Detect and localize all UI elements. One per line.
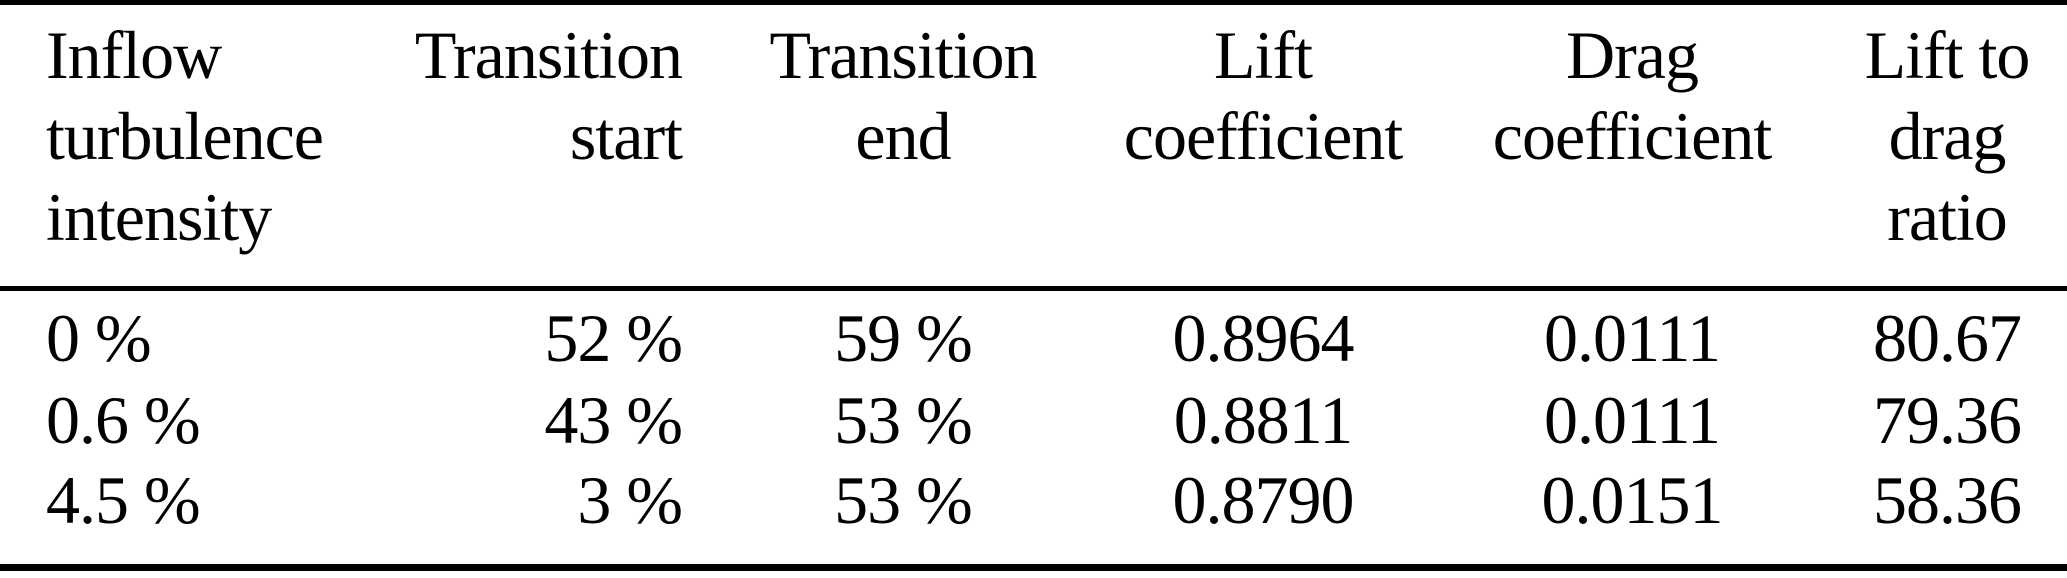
header-line: turbulence bbox=[46, 98, 324, 174]
column-header-inflow-turbulence-intensity: Inflow turbulence intensity bbox=[0, 5, 400, 286]
header-line: Lift to bbox=[1864, 17, 2031, 93]
cell-transition-start: 52 % bbox=[544, 300, 683, 376]
header-line: Lift bbox=[1214, 17, 1313, 93]
header-line: drag bbox=[1888, 98, 2007, 174]
table-row: 0.6 % 43 % 53 % 0.8811 0.0111 79.36 bbox=[0, 380, 2067, 460]
header-line: end bbox=[855, 98, 951, 174]
cell-inflow-turbulence-intensity: 0 % bbox=[46, 300, 152, 376]
header-line: ratio bbox=[1887, 179, 2008, 255]
table-bottom-rule bbox=[0, 564, 2067, 571]
column-header-drag-coefficient: Drag coefficient bbox=[1420, 5, 1844, 286]
header-line: coefficient bbox=[1492, 98, 1772, 174]
header-line: Transition bbox=[414, 17, 683, 93]
header-line: Drag bbox=[1566, 17, 1699, 93]
cell-drag-coefficient: 0.0111 bbox=[1544, 382, 1721, 458]
cell-transition-end: 59 % bbox=[834, 300, 973, 376]
cell-drag-coefficient: 0.0111 bbox=[1544, 300, 1721, 376]
cell-drag-coefficient: 0.0151 bbox=[1541, 462, 1724, 538]
cell-lift-to-drag-ratio: 79.36 bbox=[1873, 382, 2022, 458]
table-header-rule bbox=[0, 286, 2067, 291]
table-header-row: Inflow turbulence intensity Transition s… bbox=[0, 5, 2067, 286]
header-line: Inflow bbox=[46, 17, 222, 93]
cell-inflow-turbulence-intensity: 0.6 % bbox=[46, 382, 201, 458]
column-header-transition-start: Transition start bbox=[400, 5, 700, 286]
cell-transition-end: 53 % bbox=[834, 462, 973, 538]
cell-lift-to-drag-ratio: 80.67 bbox=[1873, 300, 2022, 376]
header-line: intensity bbox=[46, 179, 272, 255]
header-line: Transition bbox=[769, 17, 1037, 93]
cell-transition-end: 53 % bbox=[834, 382, 973, 458]
header-line: start bbox=[569, 98, 683, 174]
cell-lift-coefficient: 0.8964 bbox=[1172, 300, 1355, 376]
table-row: 4.5 % 3 % 53 % 0.8790 0.0151 58.36 bbox=[0, 460, 2067, 564]
column-header-lift-coefficient: Lift coefficient bbox=[1106, 5, 1420, 286]
column-header-lift-to-drag-ratio: Lift to drag ratio bbox=[1844, 5, 2067, 286]
cell-inflow-turbulence-intensity: 4.5 % bbox=[46, 462, 201, 538]
cell-lift-coefficient: 0.8790 bbox=[1172, 462, 1355, 538]
cell-lift-coefficient: 0.8811 bbox=[1173, 382, 1353, 458]
column-header-transition-end: Transition end bbox=[700, 5, 1106, 286]
table-top-rule bbox=[0, 0, 2067, 5]
cell-lift-to-drag-ratio: 58.36 bbox=[1873, 462, 2022, 538]
table-row: 0 % 52 % 59 % 0.8964 0.0111 80.67 bbox=[0, 291, 2067, 380]
cell-transition-start: 43 % bbox=[544, 382, 683, 458]
cell-transition-start: 3 % bbox=[577, 462, 683, 538]
header-line: coefficient bbox=[1123, 98, 1403, 174]
